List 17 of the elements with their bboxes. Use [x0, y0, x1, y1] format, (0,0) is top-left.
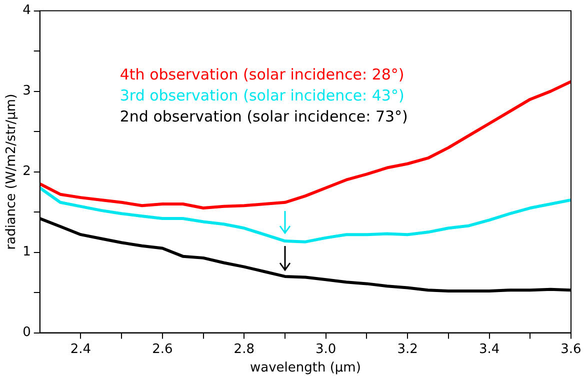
y-tick-label: 3	[22, 84, 31, 99]
y-axis-title: radiance (W/m2/str/μm)	[4, 94, 20, 250]
text: 3rd observation (solar incidence: 43°)	[120, 86, 404, 105]
text: 4th observation (solar incidence: 28°)	[120, 66, 404, 84]
x-tick-label: 3.0	[316, 342, 336, 357]
x-axis-title: wavelength (μm)	[250, 360, 361, 376]
x-tick-label: 3.4	[478, 342, 500, 357]
x-tick-label: 2.6	[152, 342, 173, 357]
y-tick-label: 2	[22, 164, 31, 180]
x-tick-label: 3.2	[397, 342, 418, 357]
y-tick-label: 4	[22, 3, 31, 18]
y-tick-label: 0	[22, 325, 31, 340]
text: 2nd observation (solar incidence: 73°)	[120, 108, 408, 126]
y-tick-label: 1	[22, 244, 31, 260]
x-tick-label: 2.4	[70, 342, 92, 357]
x-tick-label: 2.8	[234, 342, 254, 357]
x-tick-label: 3.6	[560, 342, 582, 357]
